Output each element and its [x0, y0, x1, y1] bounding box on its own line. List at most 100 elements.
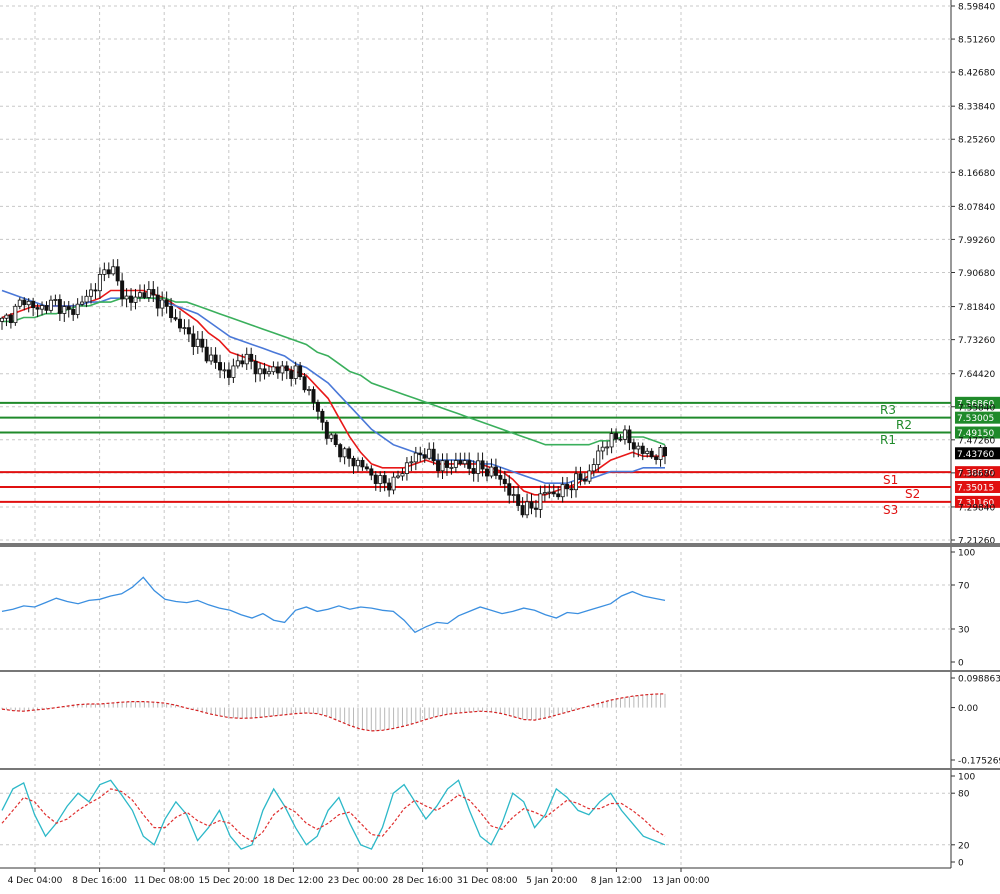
- candle-body: [627, 429, 632, 444]
- candle-body: [84, 295, 89, 303]
- osc2-axis-tick-label: 0.00: [958, 704, 978, 714]
- candle-body: [373, 474, 378, 484]
- level-price-tag-s3: [955, 495, 1000, 508]
- candle-body: [8, 314, 13, 324]
- candle-body: [307, 389, 312, 391]
- candle-body: [440, 460, 445, 472]
- osc3-main-line: [1, 779, 666, 850]
- candle-body: [120, 280, 125, 300]
- candle-body: [88, 289, 93, 297]
- level-price-label-r3: 7.56860: [957, 399, 994, 409]
- level-name-s2: S2: [905, 487, 920, 501]
- price-axis-tick-label: 7.90680: [958, 269, 995, 279]
- level-price-tag-s2: [955, 480, 1000, 493]
- price-axis-tick-label: 7.38680: [958, 469, 995, 479]
- candle-body: [71, 309, 76, 315]
- candle-body: [663, 446, 668, 457]
- candle-body: [493, 466, 498, 476]
- candle-body: [298, 365, 303, 378]
- candle-body: [57, 299, 62, 314]
- level-name-s3: S3: [883, 503, 898, 517]
- candle-body: [618, 438, 623, 441]
- candle-body: [404, 462, 409, 474]
- price-axis-tick-label: 7.29840: [958, 503, 995, 513]
- candle-body: [262, 368, 267, 375]
- candle-body: [40, 305, 45, 310]
- candle-body: [600, 446, 605, 452]
- candle-body: [605, 446, 610, 449]
- candle-body: [516, 494, 521, 506]
- level-price-tag-r3: [955, 396, 1000, 409]
- candle-body: [22, 299, 27, 306]
- candle-body: [556, 493, 561, 498]
- current-price-tag: [955, 447, 1000, 460]
- candle-body: [160, 299, 165, 309]
- candle-body: [155, 294, 160, 309]
- candle-body: [453, 460, 458, 468]
- candle-body: [574, 473, 579, 491]
- candle-body: [302, 376, 307, 391]
- candle-body: [26, 300, 31, 306]
- candle-body: [124, 295, 129, 300]
- candle-body: [320, 410, 325, 423]
- candle-body: [173, 317, 178, 320]
- candle-body: [369, 468, 374, 476]
- overlay-mid_ma: [1, 289, 665, 485]
- candle-body: [271, 366, 276, 373]
- oscillator-panel-3: 100 80 20 0: [0, 773, 975, 869]
- candle-body: [396, 475, 401, 478]
- time-axis: 4 Dec 04:00 8 Dec 16:00 11 Dec 08:00 15 Dec…: [0, 867, 951, 886]
- time-axis-label: 31 Dec 08:00: [457, 876, 518, 886]
- current-price-label: 7.43760: [957, 450, 994, 460]
- candle-body: [471, 468, 476, 474]
- candle-body: [409, 461, 414, 464]
- candle-body: [226, 369, 231, 378]
- candle-body: [97, 274, 102, 292]
- candle-body: [591, 464, 596, 472]
- candle-body: [284, 365, 289, 372]
- candle-body: [431, 448, 436, 462]
- candle-body: [342, 448, 347, 458]
- candle-body: [75, 303, 80, 315]
- candle-body: [151, 289, 156, 296]
- panel-separator: [0, 670, 1000, 672]
- candle-body: [0, 317, 4, 322]
- candle-body: [529, 501, 534, 509]
- candle-body: [13, 305, 18, 324]
- osc3-axis-tick-label: 0: [958, 859, 964, 869]
- candle-body: [44, 305, 49, 311]
- candle-body: [280, 365, 285, 374]
- time-axis-label: 11 Dec 08:00: [134, 876, 195, 886]
- candle-body: [235, 360, 240, 367]
- price-axis-tick-label: 8.59840: [958, 3, 995, 13]
- price-axis: 8.59840 8.51260 8.42680 8.33840 8.25260 8.166…: [951, 3, 995, 547]
- candle-body: [587, 470, 592, 482]
- candle-body: [204, 346, 209, 362]
- time-axis-label: 23 Dec 00:00: [328, 876, 389, 886]
- candle-body: [413, 452, 418, 463]
- candle-body: [137, 292, 142, 298]
- time-axis-label: 8 Dec 16:00: [72, 876, 127, 886]
- candle-body: [640, 445, 645, 454]
- candle-body: [258, 368, 263, 375]
- osc2-axis-tick-label: 0.098863: [958, 675, 1000, 685]
- candle-body: [106, 269, 111, 275]
- time-axis-label: 4 Dec 04:00: [8, 876, 63, 886]
- osc2-signal-line: [1, 693, 666, 732]
- candle-body: [622, 429, 627, 440]
- price-axis-tick-label: 8.42680: [958, 69, 995, 79]
- candle-body: [542, 492, 547, 495]
- level-name-s1: S1: [883, 473, 898, 487]
- time-axis-label: 15 Dec 20:00: [199, 876, 260, 886]
- overlay-slow_ma: [2, 297, 666, 446]
- price-axis-tick-label: 8.33840: [958, 103, 995, 113]
- candle-body: [565, 484, 570, 490]
- candle-body: [551, 491, 556, 495]
- candle-body: [538, 493, 543, 510]
- candle-body: [378, 475, 383, 484]
- osc1-axis-tick-label: 100: [958, 549, 975, 559]
- candle-body: [360, 459, 365, 468]
- candle-body: [275, 366, 280, 374]
- candle-body: [115, 266, 120, 282]
